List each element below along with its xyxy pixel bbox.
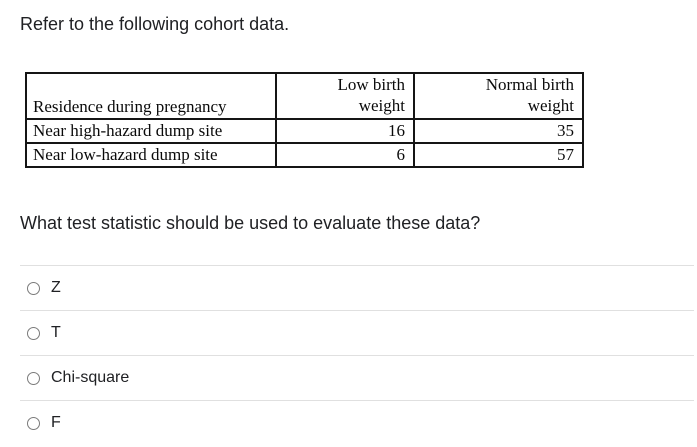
value-low-normal-weight: 57 — [413, 141, 584, 168]
row-label-low-hazard: Near low-hazard dump site — [25, 141, 277, 168]
answer-option-f[interactable]: F — [20, 400, 694, 445]
value-high-normal-weight: 35 — [413, 117, 584, 144]
option-label: T — [51, 324, 61, 341]
question-text: What test statistic should be used to ev… — [20, 213, 481, 233]
option-label: F — [51, 414, 61, 431]
row-label-high-hazard: Near high-hazard dump site — [25, 117, 277, 144]
table-header-row: Residence during pregnancy Low birth wei… — [25, 72, 584, 120]
answer-option-z[interactable]: Z — [20, 265, 694, 310]
header-low-birth: Low birth weight — [275, 72, 415, 120]
option-label: Chi-square — [51, 369, 130, 386]
answer-option-t[interactable]: T — [20, 310, 694, 355]
answer-option-chi-square[interactable]: Chi-square — [20, 355, 694, 400]
value-low-low-weight: 6 — [275, 141, 415, 168]
radio-button-icon[interactable] — [27, 371, 40, 385]
header-residence: Residence during pregnancy — [25, 72, 277, 120]
header-normal-birth: Normal birth weight — [413, 72, 584, 120]
value-high-low-weight: 16 — [275, 117, 415, 144]
cohort-data-table: Residence during pregnancy Low birth wei… — [25, 72, 584, 168]
intro-text: Refer to the following cohort data. — [20, 14, 290, 34]
radio-button-icon[interactable] — [27, 416, 40, 430]
radio-button-icon[interactable] — [27, 326, 40, 340]
table-row: Near high-hazard dump site 16 35 — [25, 117, 584, 144]
option-label: Z — [51, 279, 61, 296]
table-row: Near low-hazard dump site 6 57 — [25, 141, 584, 168]
answer-options-list: Z T Chi-square F — [20, 265, 694, 445]
radio-button-icon[interactable] — [27, 281, 40, 295]
